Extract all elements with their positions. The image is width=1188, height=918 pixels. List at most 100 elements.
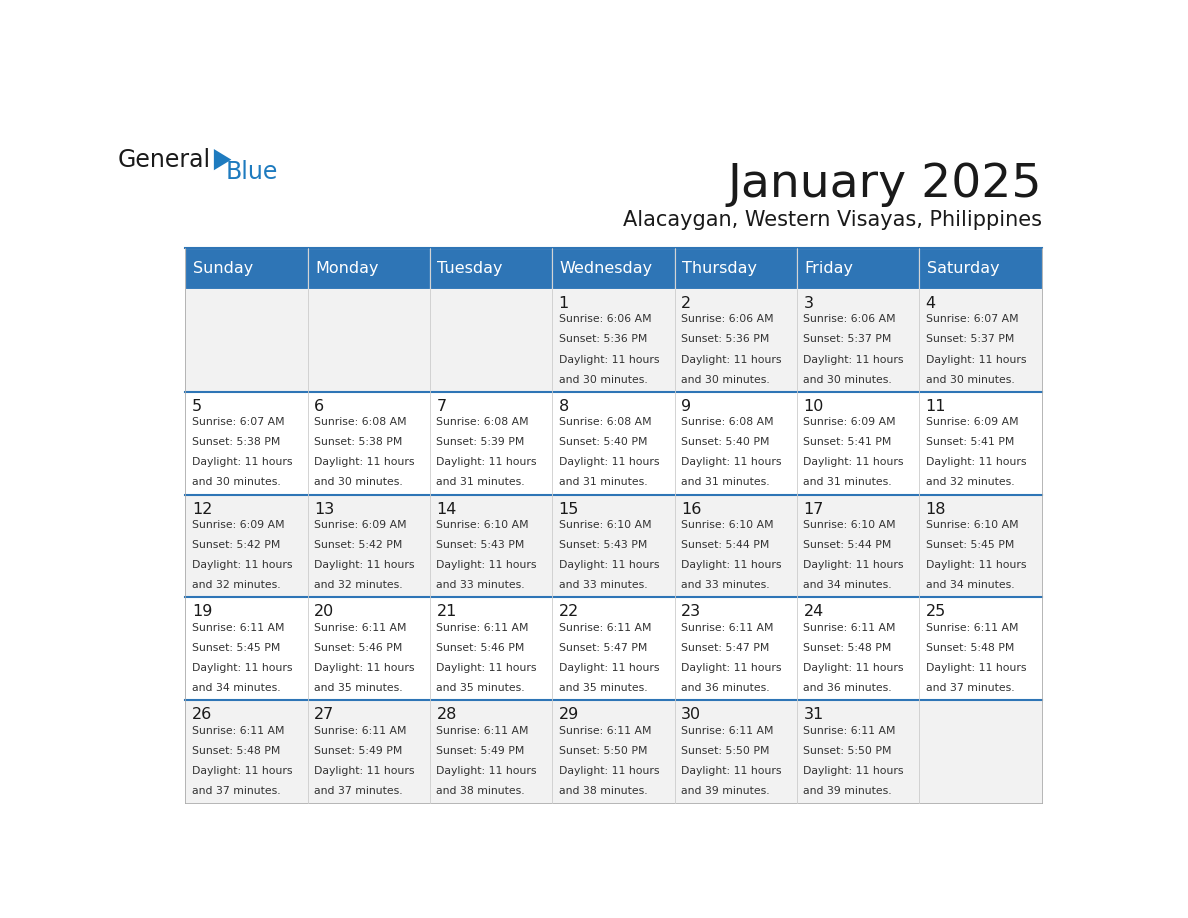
Bar [430,598,552,700]
Text: Daylight: 11 hours: Daylight: 11 hours [803,354,904,364]
Text: and 31 minutes.: and 31 minutes. [558,477,647,487]
Text: 22: 22 [558,604,579,620]
Bar [308,495,430,598]
Text: 1: 1 [558,297,569,311]
Text: Daylight: 11 hours: Daylight: 11 hours [803,560,904,570]
Text: Sunset: 5:42 PM: Sunset: 5:42 PM [191,540,280,550]
Text: Sunrise: 6:09 AM: Sunrise: 6:09 AM [314,520,406,530]
Text: Wednesday: Wednesday [560,261,652,276]
Bar [797,700,920,803]
Text: Daylight: 11 hours: Daylight: 11 hours [681,560,782,570]
Bar [430,289,552,392]
Text: Sunset: 5:39 PM: Sunset: 5:39 PM [436,437,525,447]
Text: 23: 23 [681,604,701,620]
Text: 19: 19 [191,604,213,620]
Text: Sunset: 5:38 PM: Sunset: 5:38 PM [314,437,403,447]
Bar [920,392,1042,495]
Bar [308,700,430,803]
Text: and 34 minutes.: and 34 minutes. [191,683,280,693]
Text: 10: 10 [803,398,823,414]
Bar [185,598,308,700]
Text: Saturday: Saturday [927,261,999,276]
Text: Sunrise: 6:11 AM: Sunrise: 6:11 AM [314,725,406,735]
Text: and 32 minutes.: and 32 minutes. [191,580,280,590]
Text: Sunrise: 6:11 AM: Sunrise: 6:11 AM [925,622,1018,633]
Text: and 33 minutes.: and 33 minutes. [436,580,525,590]
Bar [920,495,1042,598]
Text: Sunrise: 6:11 AM: Sunrise: 6:11 AM [803,622,896,633]
Text: and 30 minutes.: and 30 minutes. [803,375,892,385]
Text: 27: 27 [314,707,334,722]
Bar [430,495,552,598]
Bar [675,392,797,495]
Text: Daylight: 11 hours: Daylight: 11 hours [558,663,659,673]
Text: 16: 16 [681,501,701,517]
Text: Daylight: 11 hours: Daylight: 11 hours [681,354,782,364]
Text: Daylight: 11 hours: Daylight: 11 hours [925,663,1026,673]
Text: and 37 minutes.: and 37 minutes. [314,786,403,796]
Text: Sunrise: 6:10 AM: Sunrise: 6:10 AM [925,520,1018,530]
Text: Daylight: 11 hours: Daylight: 11 hours [436,766,537,776]
Bar [920,289,1042,392]
Text: and 37 minutes.: and 37 minutes. [191,786,280,796]
Bar [552,598,675,700]
Bar [920,700,1042,803]
Text: 21: 21 [436,604,457,620]
Text: Sunrise: 6:08 AM: Sunrise: 6:08 AM [436,417,529,427]
Text: Sunrise: 6:07 AM: Sunrise: 6:07 AM [191,417,284,427]
Text: Sunset: 5:38 PM: Sunset: 5:38 PM [191,437,280,447]
Text: Sunrise: 6:06 AM: Sunrise: 6:06 AM [681,315,773,324]
Text: Sunrise: 6:08 AM: Sunrise: 6:08 AM [314,417,406,427]
Text: Daylight: 11 hours: Daylight: 11 hours [436,560,537,570]
Text: Sunrise: 6:11 AM: Sunrise: 6:11 AM [436,622,529,633]
Text: Sunrise: 6:11 AM: Sunrise: 6:11 AM [681,622,773,633]
Text: 9: 9 [681,398,691,414]
Text: and 30 minutes.: and 30 minutes. [925,375,1015,385]
Bar [920,598,1042,700]
Text: Daylight: 11 hours: Daylight: 11 hours [803,663,904,673]
Text: and 35 minutes.: and 35 minutes. [558,683,647,693]
Text: Alacaygan, Western Visayas, Philippines: Alacaygan, Western Visayas, Philippines [623,209,1042,230]
Text: Sunset: 5:41 PM: Sunset: 5:41 PM [803,437,892,447]
Text: and 30 minutes.: and 30 minutes. [558,375,647,385]
Text: Sunrise: 6:06 AM: Sunrise: 6:06 AM [803,315,896,324]
Bar [552,495,675,598]
Text: 28: 28 [436,707,457,722]
Text: Sunset: 5:48 PM: Sunset: 5:48 PM [191,745,280,756]
Text: and 34 minutes.: and 34 minutes. [803,580,892,590]
Text: Sunrise: 6:08 AM: Sunrise: 6:08 AM [558,417,651,427]
Text: and 39 minutes.: and 39 minutes. [803,786,892,796]
Text: 7: 7 [436,398,447,414]
Text: Daylight: 11 hours: Daylight: 11 hours [558,457,659,467]
Text: 11: 11 [925,398,946,414]
Text: Friday: Friday [804,261,853,276]
Bar [797,495,920,598]
Text: Sunrise: 6:10 AM: Sunrise: 6:10 AM [681,520,773,530]
Text: January 2025: January 2025 [727,162,1042,207]
Text: and 37 minutes.: and 37 minutes. [925,683,1015,693]
Bar [797,392,920,495]
Bar [308,392,430,495]
Bar [430,700,552,803]
Bar [920,248,1042,289]
Text: Sunrise: 6:11 AM: Sunrise: 6:11 AM [191,622,284,633]
Text: and 39 minutes.: and 39 minutes. [681,786,770,796]
Bar [675,289,797,392]
Text: Daylight: 11 hours: Daylight: 11 hours [314,663,415,673]
Text: Sunrise: 6:07 AM: Sunrise: 6:07 AM [925,315,1018,324]
Bar [675,700,797,803]
Text: Sunrise: 6:06 AM: Sunrise: 6:06 AM [558,315,651,324]
Text: 4: 4 [925,297,936,311]
Text: Monday: Monday [315,261,379,276]
Text: 5: 5 [191,398,202,414]
Text: and 36 minutes.: and 36 minutes. [803,683,892,693]
Text: Sunset: 5:43 PM: Sunset: 5:43 PM [558,540,647,550]
Text: 2: 2 [681,297,691,311]
Text: Sunset: 5:47 PM: Sunset: 5:47 PM [681,643,770,653]
Text: Daylight: 11 hours: Daylight: 11 hours [803,766,904,776]
Text: Sunset: 5:44 PM: Sunset: 5:44 PM [681,540,770,550]
Text: Daylight: 11 hours: Daylight: 11 hours [681,457,782,467]
Text: 17: 17 [803,501,823,517]
Text: Sunset: 5:49 PM: Sunset: 5:49 PM [436,745,525,756]
Text: Sunset: 5:44 PM: Sunset: 5:44 PM [803,540,892,550]
